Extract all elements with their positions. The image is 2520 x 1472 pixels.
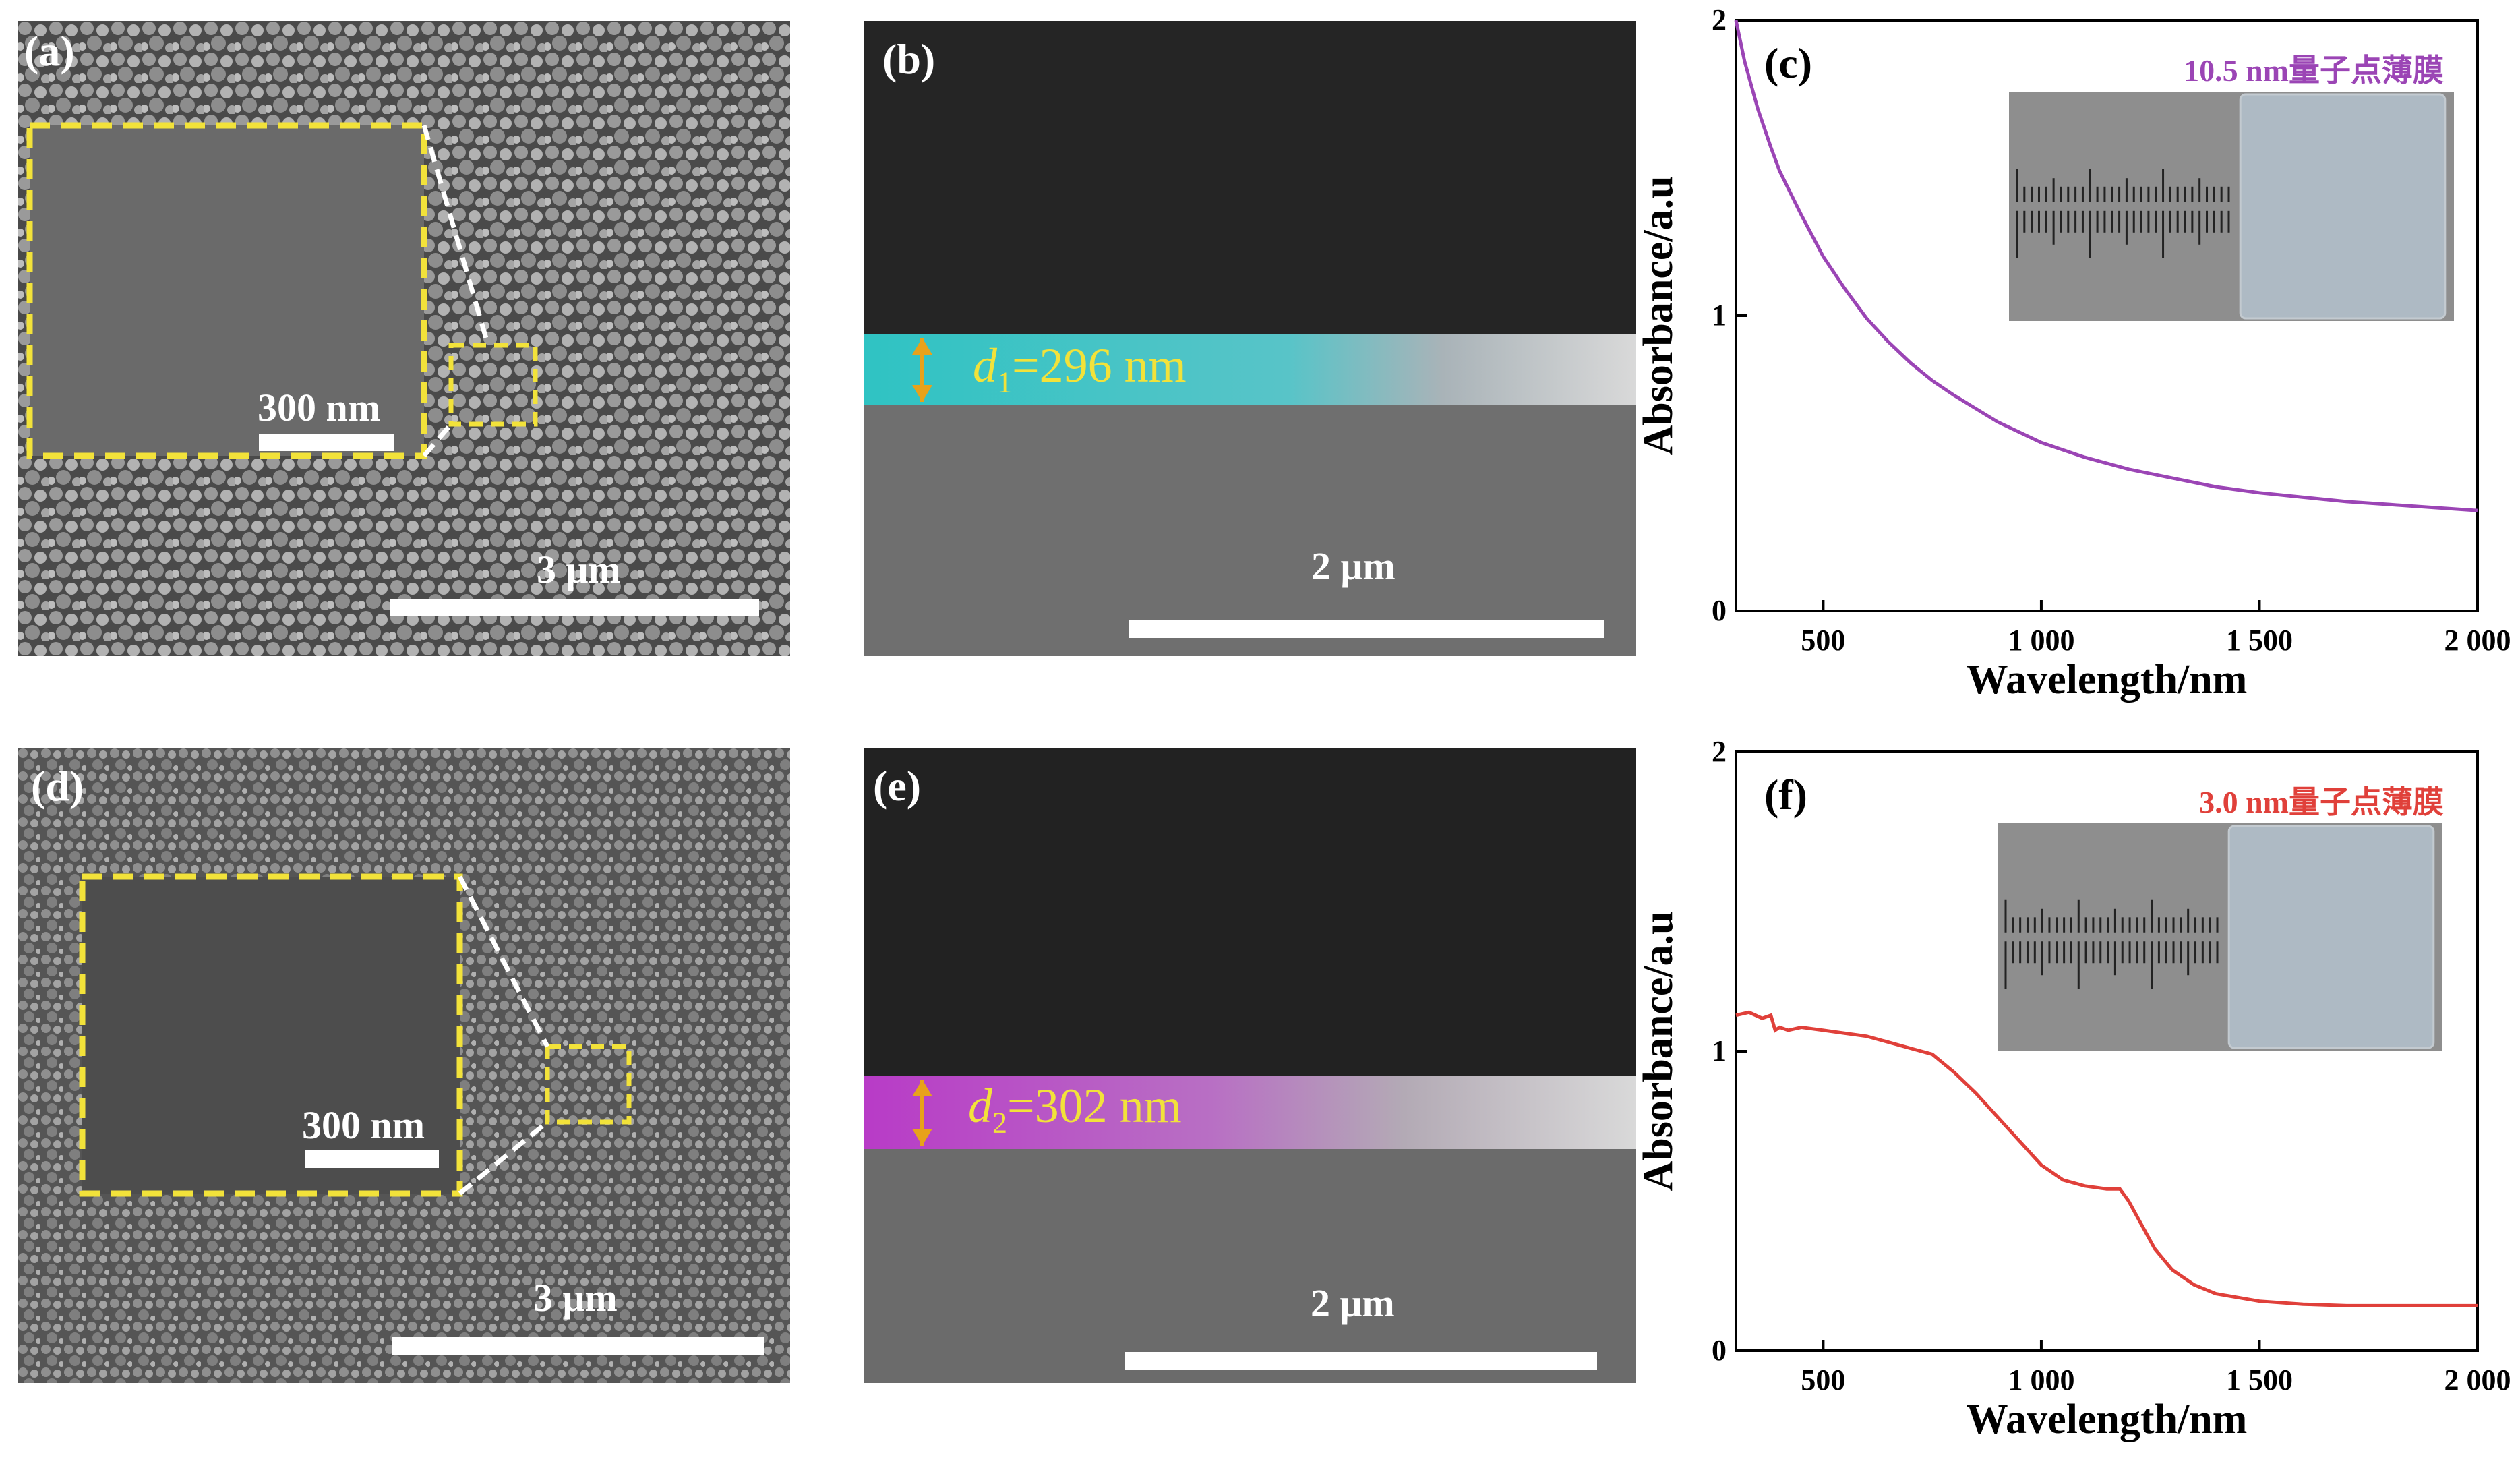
sem-image-d: (d) 300 nm 3 μm (18, 748, 790, 1383)
sem-image-e: (e) d2=302 nm 2 μm (864, 748, 1636, 1383)
sem-image-a: (a) 300 nm 3 μm (18, 21, 790, 656)
x-tick-label: 1 500 (2226, 1363, 2293, 1396)
y-tick-label: 0 (1712, 1334, 1727, 1367)
inset-scale-text-d: 300 nm (302, 1103, 425, 1147)
sem-texture-d (18, 748, 790, 1383)
x-axis-label: Wavelength/nm (1967, 657, 2248, 703)
panel-label-b: (b) (882, 35, 936, 83)
y-tick-label: 1 (1712, 299, 1727, 332)
x-tick-label: 500 (1801, 624, 1845, 657)
series-line (1735, 1010, 2478, 1307)
y-axis-label: Absorbance/a.u (1636, 911, 1681, 1191)
scale-bar-a (390, 599, 759, 616)
y-tick-label: 1 (1712, 1034, 1727, 1067)
absorbance-chart-f: 0 1 2 500 1 000 1 500 2 000 Wavelength/nm Absorb… (1631, 732, 2520, 1469)
chart-svg-c: 0 1 2 500 1 000 1 500 2 000 Wavelength/nm Absorb… (1636, 3, 2511, 703)
x-tick-label: 2 000 (2444, 1363, 2511, 1396)
x-tick-label: 1 500 (2226, 624, 2293, 657)
y-tick-label: 2 (1712, 735, 1727, 768)
scale-bar-e (1125, 1352, 1597, 1370)
inset-scale-bar-d (305, 1150, 439, 1168)
thickness-label-e: d2=302 nm (968, 1079, 1182, 1140)
x-axis-label: Wavelength/nm (1967, 1396, 2248, 1442)
sem-cross-section-b (864, 21, 1636, 656)
panel-label-e: (e) (873, 762, 922, 810)
scale-text-a: 3 μm (537, 548, 621, 591)
sem-cross-section-e (864, 748, 1636, 1383)
inset-scale-text-a: 300 nm (258, 386, 381, 430)
scale-text-b: 2 μm (1311, 544, 1396, 588)
panel-label: (f) (1764, 771, 1807, 819)
sample-annotation: 3.0 nm量子点薄膜 (2199, 785, 2444, 819)
panel-label: (c) (1764, 39, 1812, 87)
scale-bar-d (392, 1337, 764, 1355)
x-tick-label: 1 000 (2008, 1363, 2074, 1396)
inset-photo-f (1998, 823, 2442, 1051)
x-tick-label: 500 (1801, 1363, 1845, 1396)
inset-scale-bar-a (259, 434, 394, 451)
scale-text-e: 2 μm (1311, 1281, 1395, 1325)
scale-bar-b (1129, 620, 1604, 638)
thickness-label-b: d1=296 nm (973, 338, 1187, 399)
x-tick-label: 1 000 (2008, 624, 2074, 657)
y-tick-label: 0 (1712, 594, 1727, 627)
scale-text-d: 3 μm (533, 1276, 618, 1320)
absorbance-chart-c: 0 1 2 500 1 000 1 500 2 000 Wavelength/nm Absorb… (1631, 0, 2520, 732)
sample-annotation: 10.5 nm量子点薄膜 (2184, 53, 2444, 88)
series-line (1734, 20, 2478, 512)
panel-label-a: (a) (24, 27, 75, 75)
panel-label-d: (d) (31, 762, 84, 810)
sem-texture-a (18, 21, 790, 656)
sem-image-b: (b) d1=296 nm 2 μm (864, 21, 1636, 656)
inset-photo-c (2009, 92, 2454, 321)
y-tick-label: 2 (1712, 3, 1727, 36)
x-tick-label: 2 000 (2444, 624, 2511, 657)
inset-zoom-d (82, 877, 460, 1194)
inset-zoom-a (30, 125, 424, 456)
y-axis-label: Absorbance/a.u (1636, 175, 1681, 455)
chart-svg-f: 0 1 2 500 1 000 1 500 2 000 Wavelength/nm Absorb… (1636, 735, 2511, 1442)
